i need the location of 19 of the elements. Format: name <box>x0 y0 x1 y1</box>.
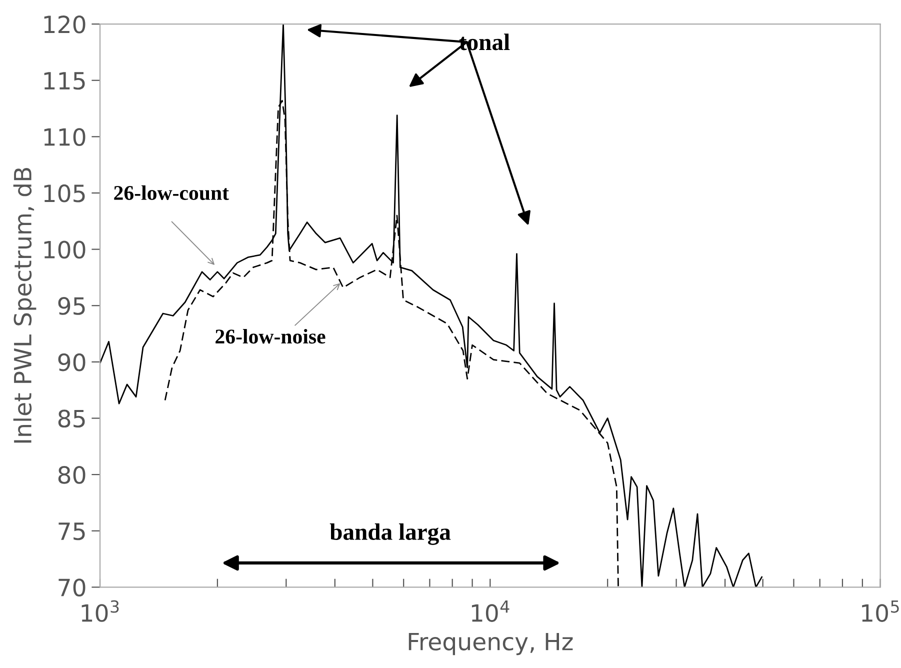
y-axis-title: Inlet PWL Spectrum, dB <box>13 168 36 443</box>
y-tick-label: 90 <box>58 353 86 372</box>
annotation: banda larga <box>330 523 451 545</box>
series-label: 26-low-noise <box>216 328 326 344</box>
y-tick-label: 115 <box>44 72 85 90</box>
x-axis-title: Frequency, Hz <box>408 632 573 656</box>
y-tick-label: 120 <box>44 15 86 34</box>
y-tick-label: 70 <box>58 578 86 596</box>
y-tick-label: 75 <box>58 522 85 540</box>
x-tick-label: 10$^{3}$ <box>82 600 119 622</box>
y-tick-label: 100 <box>44 240 86 259</box>
y-tick-label: 95 <box>58 297 85 315</box>
y-tick-label: 105 <box>44 184 85 202</box>
y-tick-label: 85 <box>58 410 85 428</box>
y-tick-label: 80 <box>58 466 86 484</box>
x-tick-label: 10$^{4}$ <box>472 600 510 622</box>
y-tick-label: 110 <box>44 128 86 146</box>
text: 26-low-count <box>114 185 229 200</box>
x-tick-label: 10$^{5}$ <box>862 600 899 622</box>
